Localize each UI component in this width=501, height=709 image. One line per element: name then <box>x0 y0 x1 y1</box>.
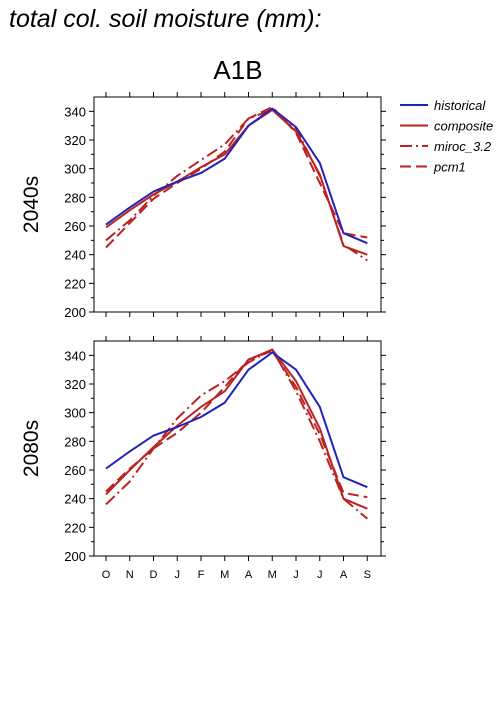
x-tick-label: O <box>102 569 111 581</box>
series-line-historical <box>105 351 368 489</box>
x-tick-label: M <box>220 569 229 581</box>
y-tick-label: 320 <box>64 133 86 148</box>
y-tick-label: 340 <box>64 104 86 119</box>
x-tick-label: J <box>317 569 323 581</box>
y-tick-label: 260 <box>64 219 86 234</box>
x-tick-label: A <box>245 569 253 581</box>
y-tick-label: 240 <box>64 492 86 507</box>
legend-label: miroc_3.2 <box>434 139 492 154</box>
y-tick-label: 300 <box>64 162 86 177</box>
x-tick-label: N <box>126 569 134 581</box>
series-line-pcm1 <box>105 106 368 249</box>
y-tick-label: 300 <box>64 406 86 421</box>
x-tick-label: F <box>198 569 205 581</box>
scenario-title: A1B <box>213 55 262 85</box>
panel-2080s: 200 220 240 260 280 300 320 340 O N D J F M A M J J A S 2080… <box>20 336 386 581</box>
panel-label: 2040s <box>20 176 43 233</box>
y-tick-label: 280 <box>64 434 86 449</box>
x-tick-label: D <box>150 569 158 581</box>
x-tick-label: A <box>340 569 348 581</box>
series-line-miroc-3-2 <box>105 348 368 520</box>
legend-label: historical <box>434 98 486 113</box>
x-tick-label: J <box>293 569 299 581</box>
legend: historical composite miroc_3.2 pcm1 <box>400 98 493 175</box>
x-tick-label: S <box>364 569 371 581</box>
plot-frame <box>93 96 382 313</box>
x-tick-label: M <box>268 569 277 581</box>
y-tick-label: 280 <box>64 190 86 205</box>
panels: 200 220 240 260 280 300 320 340 2040s 200 220 240 26… <box>20 92 386 581</box>
panel-label: 2080s <box>20 420 43 477</box>
y-tick-label: 340 <box>64 348 86 363</box>
y-tick-label: 200 <box>64 549 86 564</box>
y-tick-label: 200 <box>64 305 86 320</box>
panel-2040s: 200 220 240 260 280 300 320 340 2040s <box>20 92 386 320</box>
y-tick-label: 220 <box>64 520 86 535</box>
chart-title: total col. soil moisture (mm): <box>9 5 322 33</box>
series-line-composite <box>105 108 368 256</box>
x-tick-label: J <box>175 569 181 581</box>
y-tick-label: 320 <box>64 377 86 392</box>
y-tick-label: 260 <box>64 463 86 478</box>
series-line-composite <box>105 348 368 510</box>
y-tick-label: 220 <box>64 276 86 291</box>
plot-frame <box>93 340 382 557</box>
y-tick-label: 240 <box>64 248 86 263</box>
legend-label: pcm1 <box>433 160 466 175</box>
series-line-historical <box>105 107 368 245</box>
legend-label: composite <box>434 119 493 134</box>
